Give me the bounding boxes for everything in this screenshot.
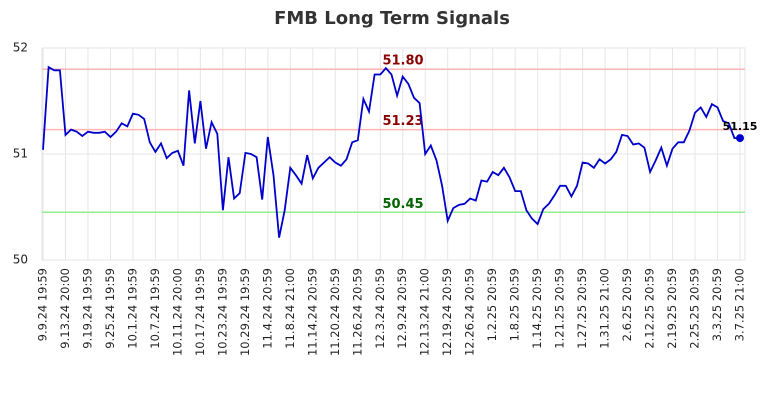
x-tick-label: 11.4.24 20:59 [260,268,274,349]
x-tick-label: 1.8.25 20:59 [508,268,522,341]
end-point [736,134,744,143]
x-tick-label: 3.7.25 21:00 [733,268,747,341]
x-tick-label: 2.12.25 20:59 [643,268,657,349]
x-tick-label: 9.19.24 19:59 [80,268,94,349]
data-line [42,65,740,238]
chart-title: FMB Long Term Signals [274,8,510,29]
x-tick-label: 11.26.24 20:59 [350,268,364,356]
x-tick-label: 11.20.24 20:59 [328,268,342,356]
x-tick-label: 1.2.25 20:59 [485,268,499,341]
y-tick-label: 51 [13,147,28,161]
y-tick-label: 50 [13,253,28,267]
x-tick-label: 10.7.24 19:59 [148,268,162,349]
x-tick-label: 2.25.25 20:59 [688,268,702,349]
y-tick-label: 52 [13,41,28,55]
x-tick-label: 10.1.24 19:59 [125,268,139,349]
x-tick-label: 10.29.24 19:59 [238,268,252,356]
x-tick-label: 1.21.25 20:59 [553,268,567,349]
x-tick-label: 12.9.24 20:59 [395,268,409,349]
x-tick-label: 3.3.25 20:59 [710,268,724,341]
x-tick-label: 1.27.25 20:59 [575,268,589,349]
x-tick-label: 2.6.25 20:59 [620,268,634,341]
x-tick-label: 12.3.24 20:59 [373,268,387,349]
plot-frame [41,47,746,261]
x-tick-label: 10.11.24 20:00 [170,268,184,356]
x-tick-label: 12.19.24 20:59 [440,268,454,356]
value-label: 51.15 [723,120,758,133]
x-tick-label: 1.31.25 21:00 [598,268,612,349]
x-tick-label: 9.9.24 19:59 [36,268,50,341]
x-tick-label: 1.14.25 20:59 [530,268,544,349]
x-tick-label: 12.13.24 21:00 [418,268,432,356]
x-tick-label: 2.19.25 20:59 [665,268,679,349]
x-tick-label: 9.13.24 20:00 [58,268,72,349]
x-tick-label: 11.14.24 20:59 [305,268,319,356]
x-tick-label: 12.26.24 20:59 [463,268,477,356]
x-tick-label: 10.17.24 19:59 [193,268,207,356]
x-tick-label: 11.8.24 21:00 [283,268,297,349]
reference-label: 50.45 [382,197,423,212]
x-tick-label: 9.25.24 19:59 [103,268,117,349]
reference-label: 51.80 [382,54,423,69]
reference-label: 51.23 [382,114,423,129]
x-tick-label: 10.23.24 19:59 [215,268,229,356]
